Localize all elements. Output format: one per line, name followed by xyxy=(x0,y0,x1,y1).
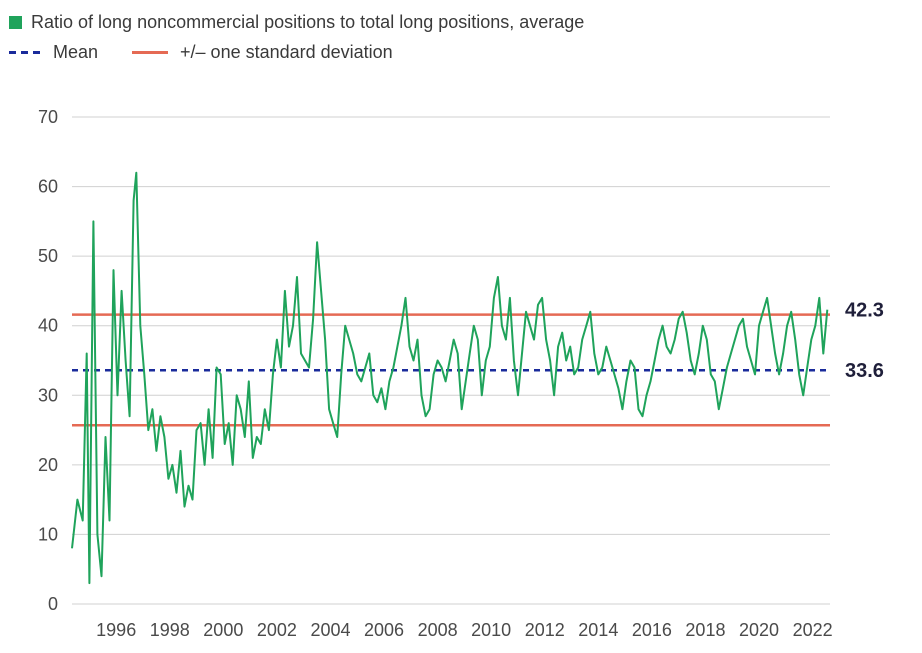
series-swatch-icon xyxy=(9,16,22,29)
x-tick-label: 2022 xyxy=(793,620,833,640)
y-tick-label: 10 xyxy=(38,524,58,544)
x-tick-label: 2004 xyxy=(310,620,350,640)
legend-std-label: +/– one standard deviation xyxy=(180,42,393,62)
x-tick-label: 1998 xyxy=(150,620,190,640)
x-tick-label: 2000 xyxy=(203,620,243,640)
y-tick-label: 60 xyxy=(38,177,58,197)
y-tick-label: 0 xyxy=(48,594,58,614)
x-tick-label: 2014 xyxy=(578,620,618,640)
series-line xyxy=(71,171,829,585)
latest-value-label: 42.3 xyxy=(845,300,884,322)
legend: Ratio of long noncommercial positions to… xyxy=(0,0,922,80)
legend-mean: Mean xyxy=(9,42,98,63)
dashed-line-icon xyxy=(9,51,45,54)
legend-series-label: Ratio of long noncommercial positions to… xyxy=(31,12,585,32)
x-tick-label: 2002 xyxy=(257,620,297,640)
y-tick-label: 70 xyxy=(38,107,58,127)
x-tick-label: 2006 xyxy=(364,620,404,640)
legend-mean-label: Mean xyxy=(53,42,99,62)
reference-lines xyxy=(72,313,830,427)
solid-line-icon xyxy=(132,51,169,54)
y-tick-label: 50 xyxy=(38,246,58,266)
mean-value-label: 33.6 xyxy=(845,360,884,382)
y-tick-label: 30 xyxy=(38,385,58,405)
y-axis-ticks: 0 10 20 30 40 50 60 70 xyxy=(38,107,58,614)
x-tick-label: 1996 xyxy=(96,620,136,640)
x-axis-ticks: 1996 1998 2000 2002 2004 2006 2008 2010 2012 2014… xyxy=(96,620,832,640)
gridlines xyxy=(72,116,830,605)
x-tick-label: 2012 xyxy=(525,620,565,640)
legend-row-reference: Mean +/– one standard deviation xyxy=(9,42,427,63)
series-group xyxy=(71,171,829,585)
x-tick-label: 2020 xyxy=(739,620,779,640)
x-tick-label: 2016 xyxy=(632,620,672,640)
legend-row-series: Ratio of long noncommercial positions to… xyxy=(9,12,584,33)
x-tick-label: 2010 xyxy=(471,620,511,640)
legend-std: +/– one standard deviation xyxy=(132,42,393,63)
x-tick-label: 2008 xyxy=(418,620,458,640)
y-tick-label: 20 xyxy=(38,455,58,475)
value-annotations: 42.3 33.6 xyxy=(845,300,884,383)
y-tick-label: 40 xyxy=(38,316,58,336)
x-tick-label: 2018 xyxy=(685,620,725,640)
